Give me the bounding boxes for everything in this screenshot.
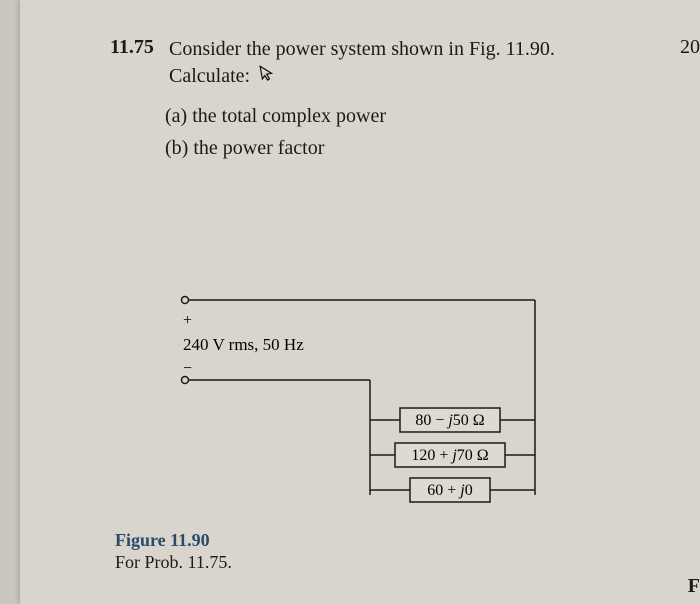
z2-label: 120 + j70 Ω (411, 447, 488, 464)
problem-line1: Consider the power system shown in Fig. … (169, 38, 555, 60)
figure-subtitle: For Prob. 11.75. (115, 552, 232, 574)
problem-line2: Calculate: (169, 65, 250, 87)
cropped-margin-letter: F (688, 575, 700, 598)
page-surface: 20 F 11.75 Consider the power system sho… (20, 0, 700, 604)
terminal-bottom (182, 377, 189, 384)
item-a: (a) the total complex power (165, 100, 650, 132)
problem-statement: 11.75 Consider the power system shown in… (110, 36, 650, 164)
plus-sign: + (183, 312, 192, 329)
cropped-margin-number: 20 (680, 36, 700, 59)
terminal-top (182, 297, 189, 304)
minus-sign: − (183, 360, 192, 377)
figure-caption: Figure 11.90 For Prob. 11.75. (115, 530, 232, 573)
z1-label: 80 − j50 Ω (415, 412, 484, 429)
figure-title: Figure 11.90 (115, 530, 232, 552)
sub-items: (a) the total complex power (b) the powe… (165, 100, 650, 164)
problem-text: Consider the power system shown in Fig. … (169, 36, 639, 90)
z3-label: 60 + j0 (427, 482, 472, 499)
item-b: (b) the power factor (165, 132, 650, 164)
source-label: 240 V rms, 50 Hz (183, 335, 304, 354)
circuit-figure: + 240 V rms, 50 Hz − 80 − j50 Ω 120 + j7… (165, 280, 565, 520)
problem-number: 11.75 (110, 36, 165, 59)
cursor-icon (259, 63, 277, 90)
